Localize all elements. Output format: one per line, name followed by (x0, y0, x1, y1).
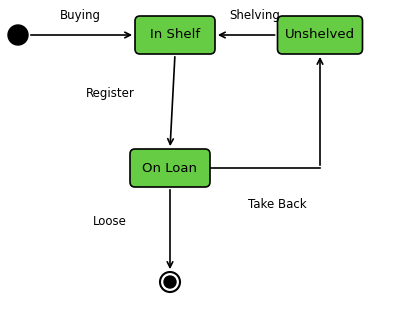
Circle shape (164, 276, 176, 288)
Text: On Loan: On Loan (143, 161, 197, 174)
FancyBboxPatch shape (130, 149, 210, 187)
Text: In Shelf: In Shelf (150, 28, 200, 41)
FancyBboxPatch shape (135, 16, 215, 54)
Circle shape (8, 25, 28, 45)
Text: Unshelved: Unshelved (285, 28, 355, 41)
FancyBboxPatch shape (277, 16, 362, 54)
Text: Register: Register (85, 87, 134, 100)
Text: Shelving: Shelving (230, 9, 281, 22)
Text: Take Back: Take Back (248, 198, 307, 211)
Text: Buying: Buying (59, 9, 100, 22)
Text: Loose: Loose (93, 215, 127, 228)
